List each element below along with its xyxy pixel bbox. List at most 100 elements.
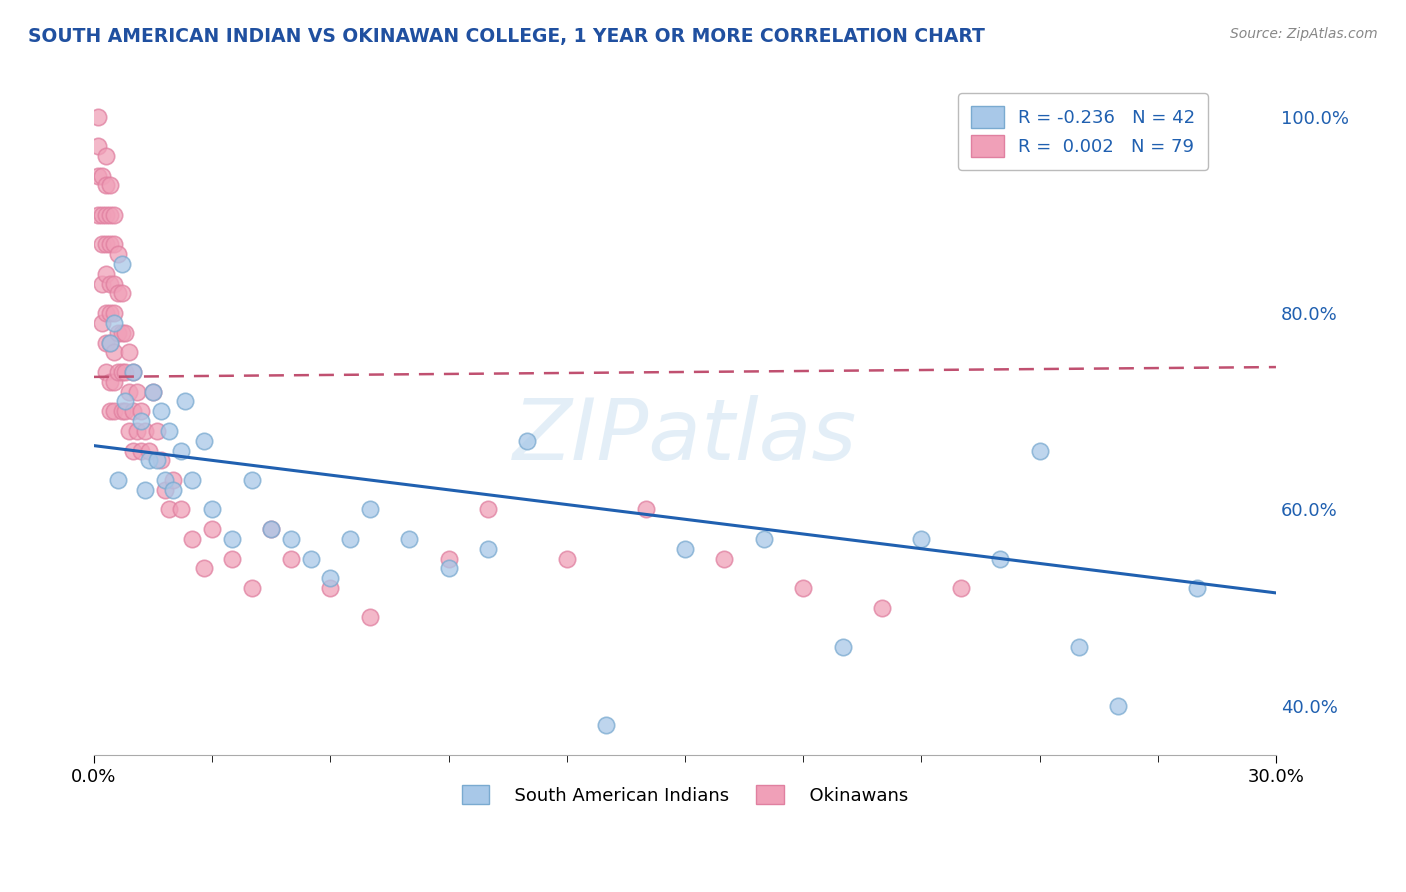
Point [98,306,121,320]
Point [98,404,121,418]
Text: SOUTH AMERICAN INDIAN VS OKINAWAN COLLEGE, 1 YEAR OR MORE CORRELATION CHART: SOUTH AMERICAN INDIAN VS OKINAWAN COLLEG… [28,27,986,45]
Point [94,208,117,222]
Point [90,208,112,222]
Point [87,208,110,222]
Point [142,384,165,399]
Point [134,483,156,497]
Point [169,443,191,458]
Point [260,522,283,536]
Point [157,502,180,516]
Point [398,532,420,546]
Point [110,286,132,301]
Point [831,640,853,654]
Point [1067,640,1090,654]
Point [107,247,129,261]
Point [752,532,775,546]
Point [157,424,180,438]
Point [118,424,141,438]
Point [359,610,381,624]
Point [87,139,110,153]
Point [94,237,117,252]
Point [169,502,191,516]
Point [792,581,814,595]
Point [516,434,538,448]
Point [162,483,184,497]
Point [221,551,243,566]
Point [107,286,129,301]
Point [201,502,224,516]
Point [129,414,152,428]
Point [94,335,117,350]
Point [94,365,117,379]
Point [193,434,215,448]
Point [127,384,149,399]
Point [98,237,121,252]
Point [87,169,110,183]
Point [94,267,117,281]
Point [114,394,136,409]
Point [90,316,112,330]
Point [634,502,657,516]
Point [107,365,129,379]
Text: Source: ZipAtlas.com: Source: ZipAtlas.com [1230,27,1378,41]
Point [90,237,112,252]
Point [122,365,145,379]
Point [181,532,204,546]
Point [319,571,342,585]
Point [359,502,381,516]
Point [280,532,302,546]
Point [98,208,121,222]
Point [201,522,224,536]
Point [98,335,121,350]
Point [110,365,132,379]
Point [240,581,263,595]
Point [988,551,1011,566]
Point [146,424,169,438]
Point [173,394,195,409]
Point [114,326,136,340]
Point [98,335,121,350]
Point [98,178,121,193]
Point [1028,443,1050,458]
Point [949,581,972,595]
Point [103,306,125,320]
Point [319,581,342,595]
Point [110,257,132,271]
Point [110,326,132,340]
Point [122,365,145,379]
Point [98,375,121,389]
Point [142,384,165,399]
Point [134,424,156,438]
Point [122,404,145,418]
Point [138,453,160,467]
Point [1107,698,1129,713]
Point [1185,581,1208,595]
Point [299,551,322,566]
Point [103,345,125,359]
Point [118,384,141,399]
Point [146,453,169,467]
Point [94,306,117,320]
Point [94,178,117,193]
Point [477,502,499,516]
Point [103,237,125,252]
Point [107,326,129,340]
Point [153,483,176,497]
Point [339,532,361,546]
Point [437,561,460,575]
Point [90,169,112,183]
Point [118,345,141,359]
Point [87,110,110,124]
Point [240,473,263,487]
Text: ZIPatlas: ZIPatlas [513,395,858,478]
Point [127,424,149,438]
Point [103,404,125,418]
Point [110,404,132,418]
Point [181,473,204,487]
Point [910,532,932,546]
Point [98,277,121,291]
Point [103,375,125,389]
Point [673,541,696,556]
Point [107,473,129,487]
Point [103,316,125,330]
